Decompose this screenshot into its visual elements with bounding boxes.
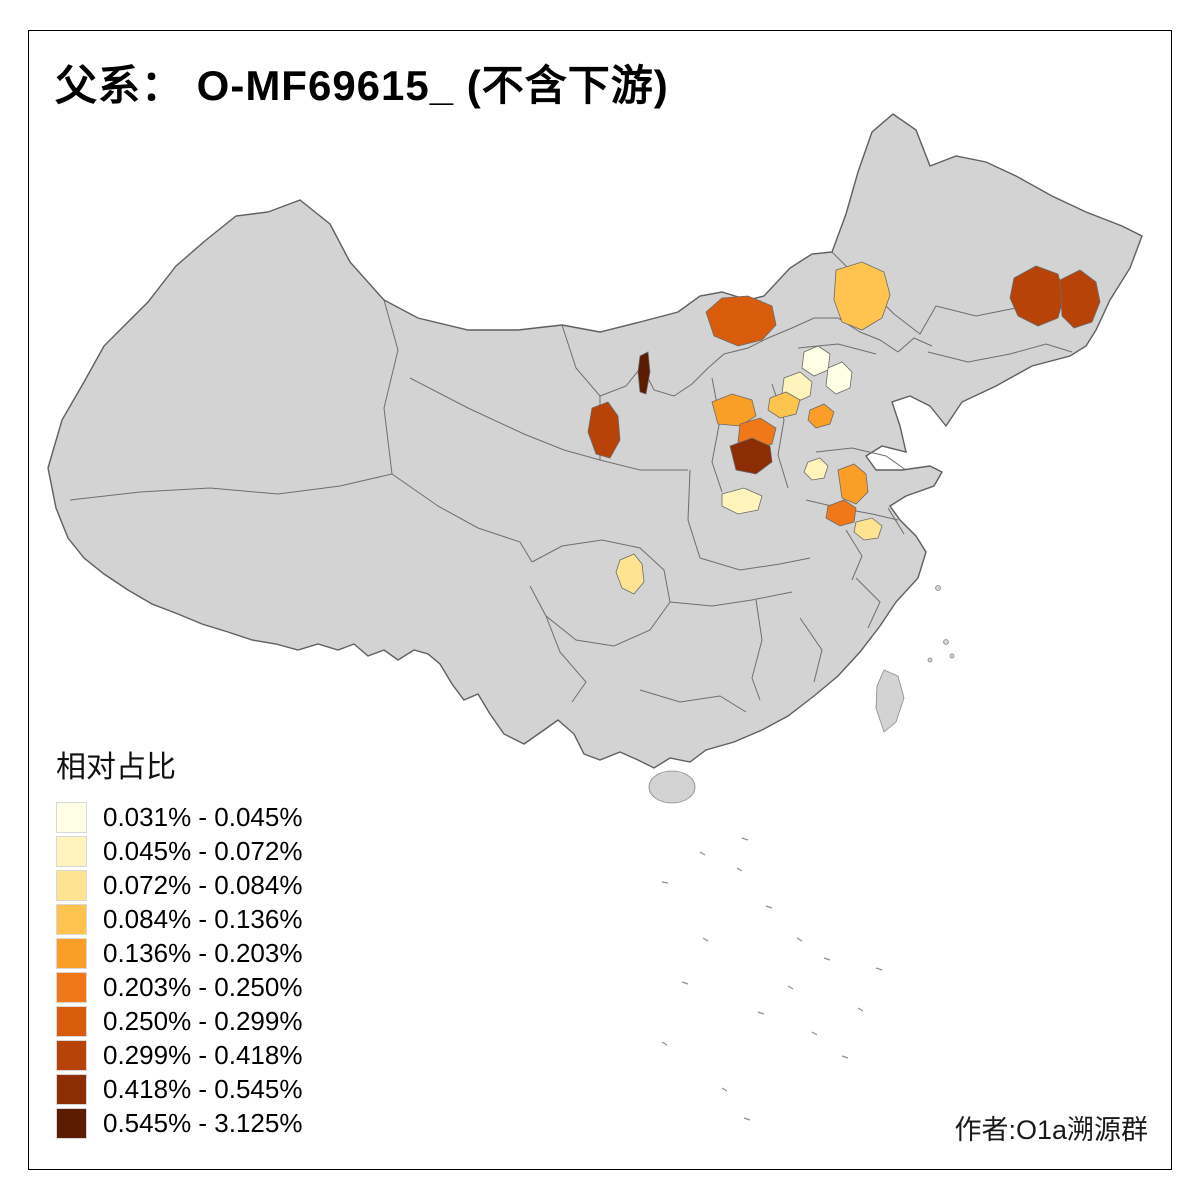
highlighted-prefecture (1009, 265, 1065, 327)
legend-item: 0.545% - 3.125% (56, 1106, 302, 1140)
attribution: 作者:O1a溯源群 (954, 1115, 1148, 1145)
legend-swatch (56, 1107, 87, 1139)
highlighted-prefecture (807, 403, 835, 429)
legend-item: 0.203% - 0.250% (56, 970, 302, 1004)
legend-item: 0.084% - 0.136% (56, 902, 302, 936)
legend-item: 0.250% - 0.299% (56, 1004, 302, 1038)
highlighted-prefecture (853, 517, 883, 541)
coastal-islets (927, 585, 955, 663)
legend-label: 0.299% - 0.418% (103, 1039, 303, 1070)
highlighted-prefecture (729, 437, 773, 475)
legend-label: 0.545% - 3.125% (103, 1107, 303, 1138)
legend-label: 0.250% - 0.299% (103, 1005, 303, 1036)
highlighted-prefecture (711, 393, 757, 427)
legend-swatch (56, 869, 87, 901)
legend-item: 0.136% - 0.203% (56, 936, 302, 970)
highlighted-prefecture (825, 499, 857, 527)
legend-swatch (56, 835, 87, 867)
map-title: 父系： O-MF69615_ (不含下游) (55, 62, 669, 109)
highlighted-prefecture (705, 295, 777, 347)
highlighted-prefecture (837, 463, 869, 505)
highlighted-prefecture (767, 391, 801, 419)
highlighted-prefecture (825, 361, 853, 395)
legend-swatch (56, 1073, 87, 1105)
legend-label: 0.136% - 0.203% (103, 937, 303, 968)
legend-item: 0.045% - 0.072% (56, 834, 302, 868)
legend-label: 0.203% - 0.250% (103, 971, 303, 1002)
legend-label: 0.045% - 0.072% (103, 835, 303, 866)
highlighted-prefectures (587, 261, 1101, 595)
legend-item: 0.418% - 0.545% (56, 1072, 302, 1106)
legend-title: 相对占比 (56, 751, 176, 784)
legend-swatch (56, 903, 87, 935)
highlighted-prefecture (833, 261, 891, 331)
legend-label: 0.418% - 0.545% (103, 1073, 303, 1104)
taiwan-island (875, 669, 905, 733)
highlighted-prefecture (587, 401, 621, 459)
highlighted-prefecture (1059, 269, 1101, 329)
legend-swatch (56, 937, 87, 969)
legend-item: 0.299% - 0.418% (56, 1038, 302, 1072)
legend-swatch (56, 1039, 87, 1071)
legend-swatch (56, 971, 87, 1003)
legend-label: 0.084% - 0.136% (103, 903, 303, 934)
legend-label: 0.072% - 0.084% (103, 869, 303, 900)
highlighted-prefecture (803, 457, 829, 481)
legend-item: 0.031% - 0.045% (56, 800, 302, 834)
highlighted-prefecture (615, 553, 645, 595)
legend: 相对占比 0.031% - 0.045% 0.045% - 0.072% 0.0… (56, 742, 302, 1140)
legend-swatch (56, 1005, 87, 1037)
legend-item: 0.072% - 0.084% (56, 868, 302, 902)
legend-label: 0.031% - 0.045% (103, 801, 303, 832)
legend-swatch (56, 801, 87, 833)
hainan-island (648, 770, 696, 804)
south-china-sea-islands (661, 837, 883, 1121)
highlighted-prefecture (721, 487, 763, 515)
highlighted-prefecture (637, 351, 651, 395)
